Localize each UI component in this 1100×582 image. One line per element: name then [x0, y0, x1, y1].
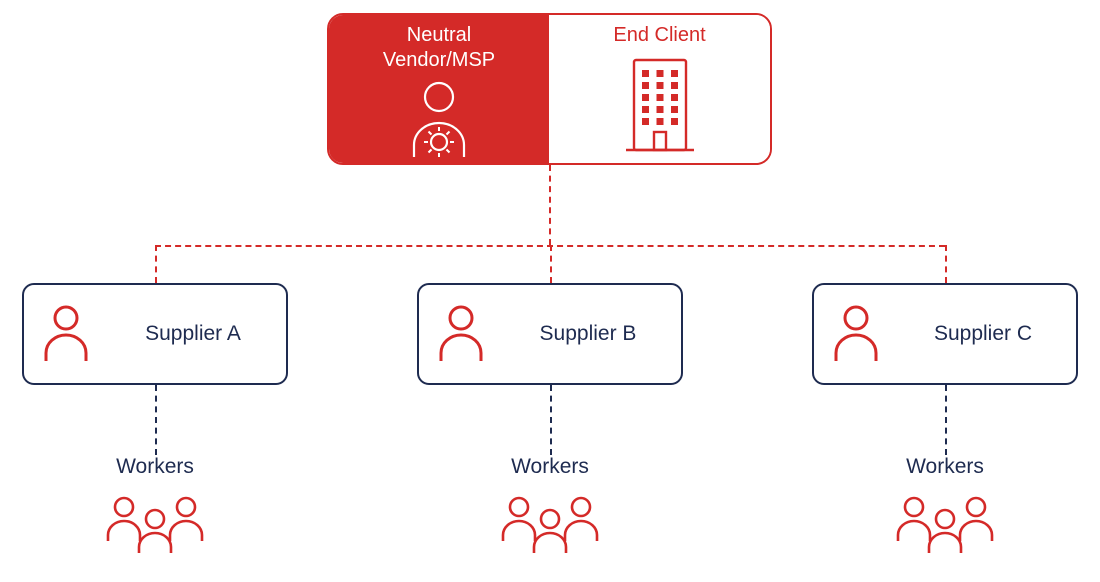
neutral-vendor-label: Neutral Vendor/MSP — [383, 23, 495, 73]
workers-label: Workers — [475, 455, 625, 479]
person-icon — [832, 303, 880, 366]
workers-block: Workers — [80, 455, 230, 555]
person-gear-icon — [408, 79, 470, 162]
top-combined-box: Neutral Vendor/MSP — [327, 13, 772, 165]
person-icon — [437, 303, 485, 366]
connector-vertical — [155, 245, 157, 283]
supplier-label: Supplier A — [118, 322, 268, 346]
connector-vertical — [549, 165, 551, 245]
end-client-label: End Client — [613, 23, 705, 48]
building-icon — [624, 54, 696, 161]
connector-vertical — [550, 245, 552, 283]
connector-vertical — [550, 385, 552, 455]
top-left-panel: Neutral Vendor/MSP — [329, 15, 549, 163]
supplier-box: Supplier A — [22, 283, 288, 385]
supplier-box: Supplier B — [417, 283, 683, 385]
person-icon — [42, 303, 90, 366]
people-group-icon — [80, 493, 230, 555]
neutral-vendor-line2: Vendor/MSP — [383, 49, 495, 71]
supplier-box: Supplier C — [812, 283, 1078, 385]
diagram-stage: Neutral Vendor/MSP — [0, 0, 1100, 582]
supplier-label: Supplier B — [513, 322, 663, 346]
people-group-icon — [475, 493, 625, 555]
supplier-label: Supplier C — [908, 322, 1058, 346]
workers-block: Workers — [870, 455, 1020, 555]
workers-block: Workers — [475, 455, 625, 555]
workers-label: Workers — [870, 455, 1020, 479]
top-right-panel: End Client — [549, 15, 770, 163]
connector-vertical — [945, 385, 947, 455]
neutral-vendor-line1: Neutral — [407, 24, 471, 46]
connector-vertical — [945, 245, 947, 283]
connector-vertical — [155, 385, 157, 455]
people-group-icon — [870, 493, 1020, 555]
workers-label: Workers — [80, 455, 230, 479]
